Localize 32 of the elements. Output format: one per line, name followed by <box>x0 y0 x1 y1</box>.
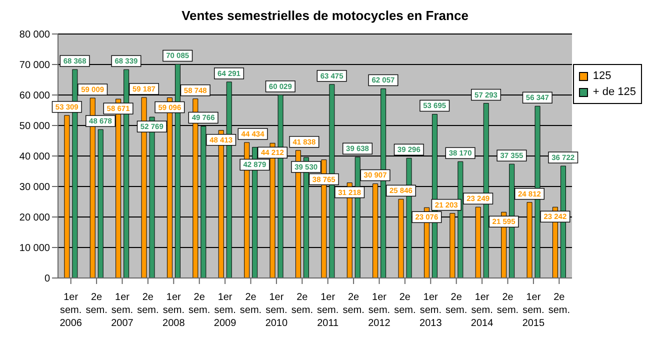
x-tick-label: 1er sem. 2014 <box>470 292 494 329</box>
x-tick-label: 1er sem. 2010 <box>265 292 288 329</box>
y-tick-label: 80 000 <box>19 30 50 41</box>
x-tick-label: 2e sem. <box>342 292 364 316</box>
y-tick-label: 60 000 <box>19 90 50 102</box>
legend-label: + de 125 <box>592 85 636 100</box>
x-tick-label: 2e sem. <box>240 292 262 316</box>
x-tick-label: 2e sem. <box>86 292 108 316</box>
x-tick-label: 2e sem. <box>137 292 159 316</box>
x-tick-label: 2e sem. <box>496 292 519 316</box>
x-tick-label: 1er sem. 2013 <box>420 292 442 329</box>
y-tick-label: 40 000 <box>19 152 50 163</box>
x-tick-label: 1er sem. 2009 <box>214 292 237 329</box>
x-tick-label: 2e sem. <box>446 292 468 316</box>
x-tick-label: 2e sem. <box>394 292 416 316</box>
legend-label: 125 <box>592 69 612 84</box>
x-tick-label: 1er sem. 2015 <box>522 292 546 329</box>
x-tick-label: 1er sem. 2012 <box>368 292 391 329</box>
y-tick-label: 0 <box>44 274 50 285</box>
x-tick-label: 1er sem. 2006 <box>60 292 82 329</box>
x-tick-label: 1er sem. 2007 <box>111 292 134 329</box>
chart-title: Ventes semestrielles de motocycles en France <box>180 8 470 25</box>
x-tick-label: 2e sem. <box>291 292 313 316</box>
y-tick-label: 20 000 <box>19 212 50 224</box>
y-tick-label: 10 000 <box>19 243 50 254</box>
x-tick-label: 2e sem. <box>188 292 210 316</box>
x-tick-label: 1er sem. 2011 <box>317 292 340 329</box>
y-tick-label: 70 000 <box>19 60 50 72</box>
y-tick-label: 30 000 <box>19 182 50 194</box>
x-tick-label: 2e sem. <box>548 292 570 316</box>
x-tick-label: 1er sem. 2008 <box>162 292 186 329</box>
y-tick-label: 50 000 <box>19 121 50 132</box>
